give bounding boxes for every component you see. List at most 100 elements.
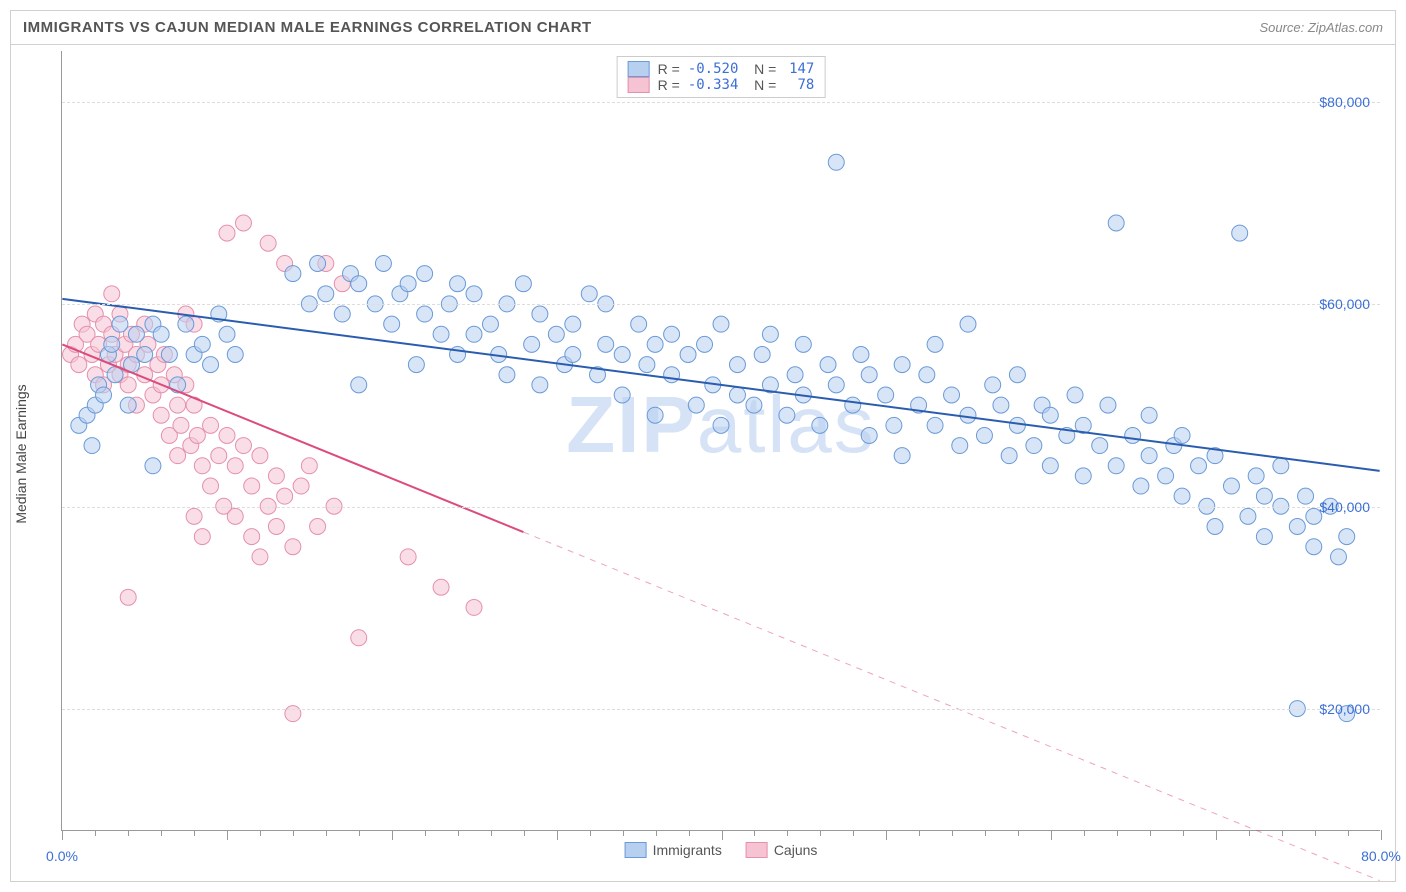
legend-series-label: Immigrants: [653, 842, 722, 858]
x-tick: [260, 830, 261, 836]
x-tick: [689, 830, 690, 836]
legend-series-item: Cajuns: [746, 842, 818, 858]
scatter-point: [828, 377, 844, 393]
y-tick-label: $60,000: [1319, 296, 1370, 312]
scatter-point: [952, 438, 968, 454]
scatter-point: [104, 286, 120, 302]
scatter-point: [194, 336, 210, 352]
scatter-point: [219, 326, 235, 342]
scatter-point: [565, 316, 581, 332]
scatter-point: [1232, 225, 1248, 241]
scatter-point: [1141, 448, 1157, 464]
scatter-point: [120, 397, 136, 413]
x-tick: [293, 830, 294, 836]
scatter-point: [861, 367, 877, 383]
scatter-point: [1001, 448, 1017, 464]
scatter-point: [244, 529, 260, 545]
x-tick: [227, 830, 228, 840]
scatter-point: [153, 407, 169, 423]
scatter-point: [1223, 478, 1239, 494]
legend-r-label: R =: [658, 61, 680, 77]
x-tick: [656, 830, 657, 836]
scatter-point: [400, 276, 416, 292]
scatter-point: [1339, 529, 1355, 545]
x-tick: [919, 830, 920, 836]
scatter-point: [384, 316, 400, 332]
scatter-point: [417, 306, 433, 322]
plot-area: ZIPatlas R = -0.520 N = 147R = -0.334 N …: [61, 51, 1380, 831]
scatter-point: [137, 347, 153, 363]
scatter-point: [812, 417, 828, 433]
scatter-point: [161, 347, 177, 363]
x-tick: [886, 830, 887, 840]
x-tick: [359, 830, 360, 836]
scatter-point: [861, 427, 877, 443]
scatter-point: [1330, 549, 1346, 565]
gridline: [62, 507, 1380, 508]
scatter-point: [795, 336, 811, 352]
scatter-point: [960, 316, 976, 332]
scatter-point: [219, 225, 235, 241]
scatter-point: [697, 336, 713, 352]
x-tick: [1018, 830, 1019, 836]
scatter-point: [1298, 488, 1314, 504]
legend-series-item: Immigrants: [625, 842, 722, 858]
legend-stat-row: R = -0.334 N = 78: [628, 77, 815, 93]
scatter-point: [787, 367, 803, 383]
x-tick: [425, 830, 426, 836]
x-tick: [326, 830, 327, 836]
plot-svg: [62, 51, 1380, 830]
scatter-point: [524, 336, 540, 352]
legend-n-value: 147: [784, 61, 814, 77]
scatter-point: [1133, 478, 1149, 494]
gridline: [62, 102, 1380, 103]
chart-source: Source: ZipAtlas.com: [1259, 20, 1383, 35]
scatter-point: [1009, 417, 1025, 433]
scatter-point: [1100, 397, 1116, 413]
scatter-point: [1306, 539, 1322, 555]
scatter-point: [548, 326, 564, 342]
scatter-point: [285, 706, 301, 722]
scatter-point: [268, 519, 284, 535]
scatter-point: [532, 306, 548, 322]
x-tick: [787, 830, 788, 836]
scatter-point: [1108, 215, 1124, 231]
y-tick-label: $80,000: [1319, 94, 1370, 110]
legend-n-label: N =: [746, 61, 776, 77]
scatter-point: [104, 336, 120, 352]
scatter-point: [433, 579, 449, 595]
scatter-point: [1191, 458, 1207, 474]
scatter-point: [227, 458, 243, 474]
legend-stat-row: R = -0.520 N = 147: [628, 61, 815, 77]
scatter-point: [244, 478, 260, 494]
x-tick: [952, 830, 953, 836]
scatter-point: [993, 397, 1009, 413]
scatter-point: [351, 276, 367, 292]
scatter-point: [631, 316, 647, 332]
scatter-point: [1026, 438, 1042, 454]
scatter-point: [614, 387, 630, 403]
legend-stats: R = -0.520 N = 147R = -0.334 N = 78: [617, 56, 826, 98]
scatter-point: [532, 377, 548, 393]
x-tick: [1282, 830, 1283, 836]
scatter-point: [293, 478, 309, 494]
legend-n-value: 78: [784, 77, 814, 93]
scatter-point: [927, 336, 943, 352]
correlation-chart: IMMIGRANTS VS CAJUN MEDIAN MALE EARNINGS…: [10, 10, 1396, 882]
scatter-point: [729, 357, 745, 373]
scatter-point: [310, 519, 326, 535]
scatter-point: [894, 448, 910, 464]
scatter-point: [878, 387, 894, 403]
scatter-point: [318, 286, 334, 302]
scatter-point: [260, 235, 276, 251]
scatter-point: [1248, 468, 1264, 484]
scatter-point: [227, 508, 243, 524]
x-tick: [623, 830, 624, 836]
x-tick: [194, 830, 195, 836]
scatter-point: [1125, 427, 1141, 443]
scatter-point: [1042, 458, 1058, 474]
x-tick: [491, 830, 492, 836]
gridline: [62, 304, 1380, 305]
scatter-point: [976, 427, 992, 443]
scatter-point: [211, 448, 227, 464]
